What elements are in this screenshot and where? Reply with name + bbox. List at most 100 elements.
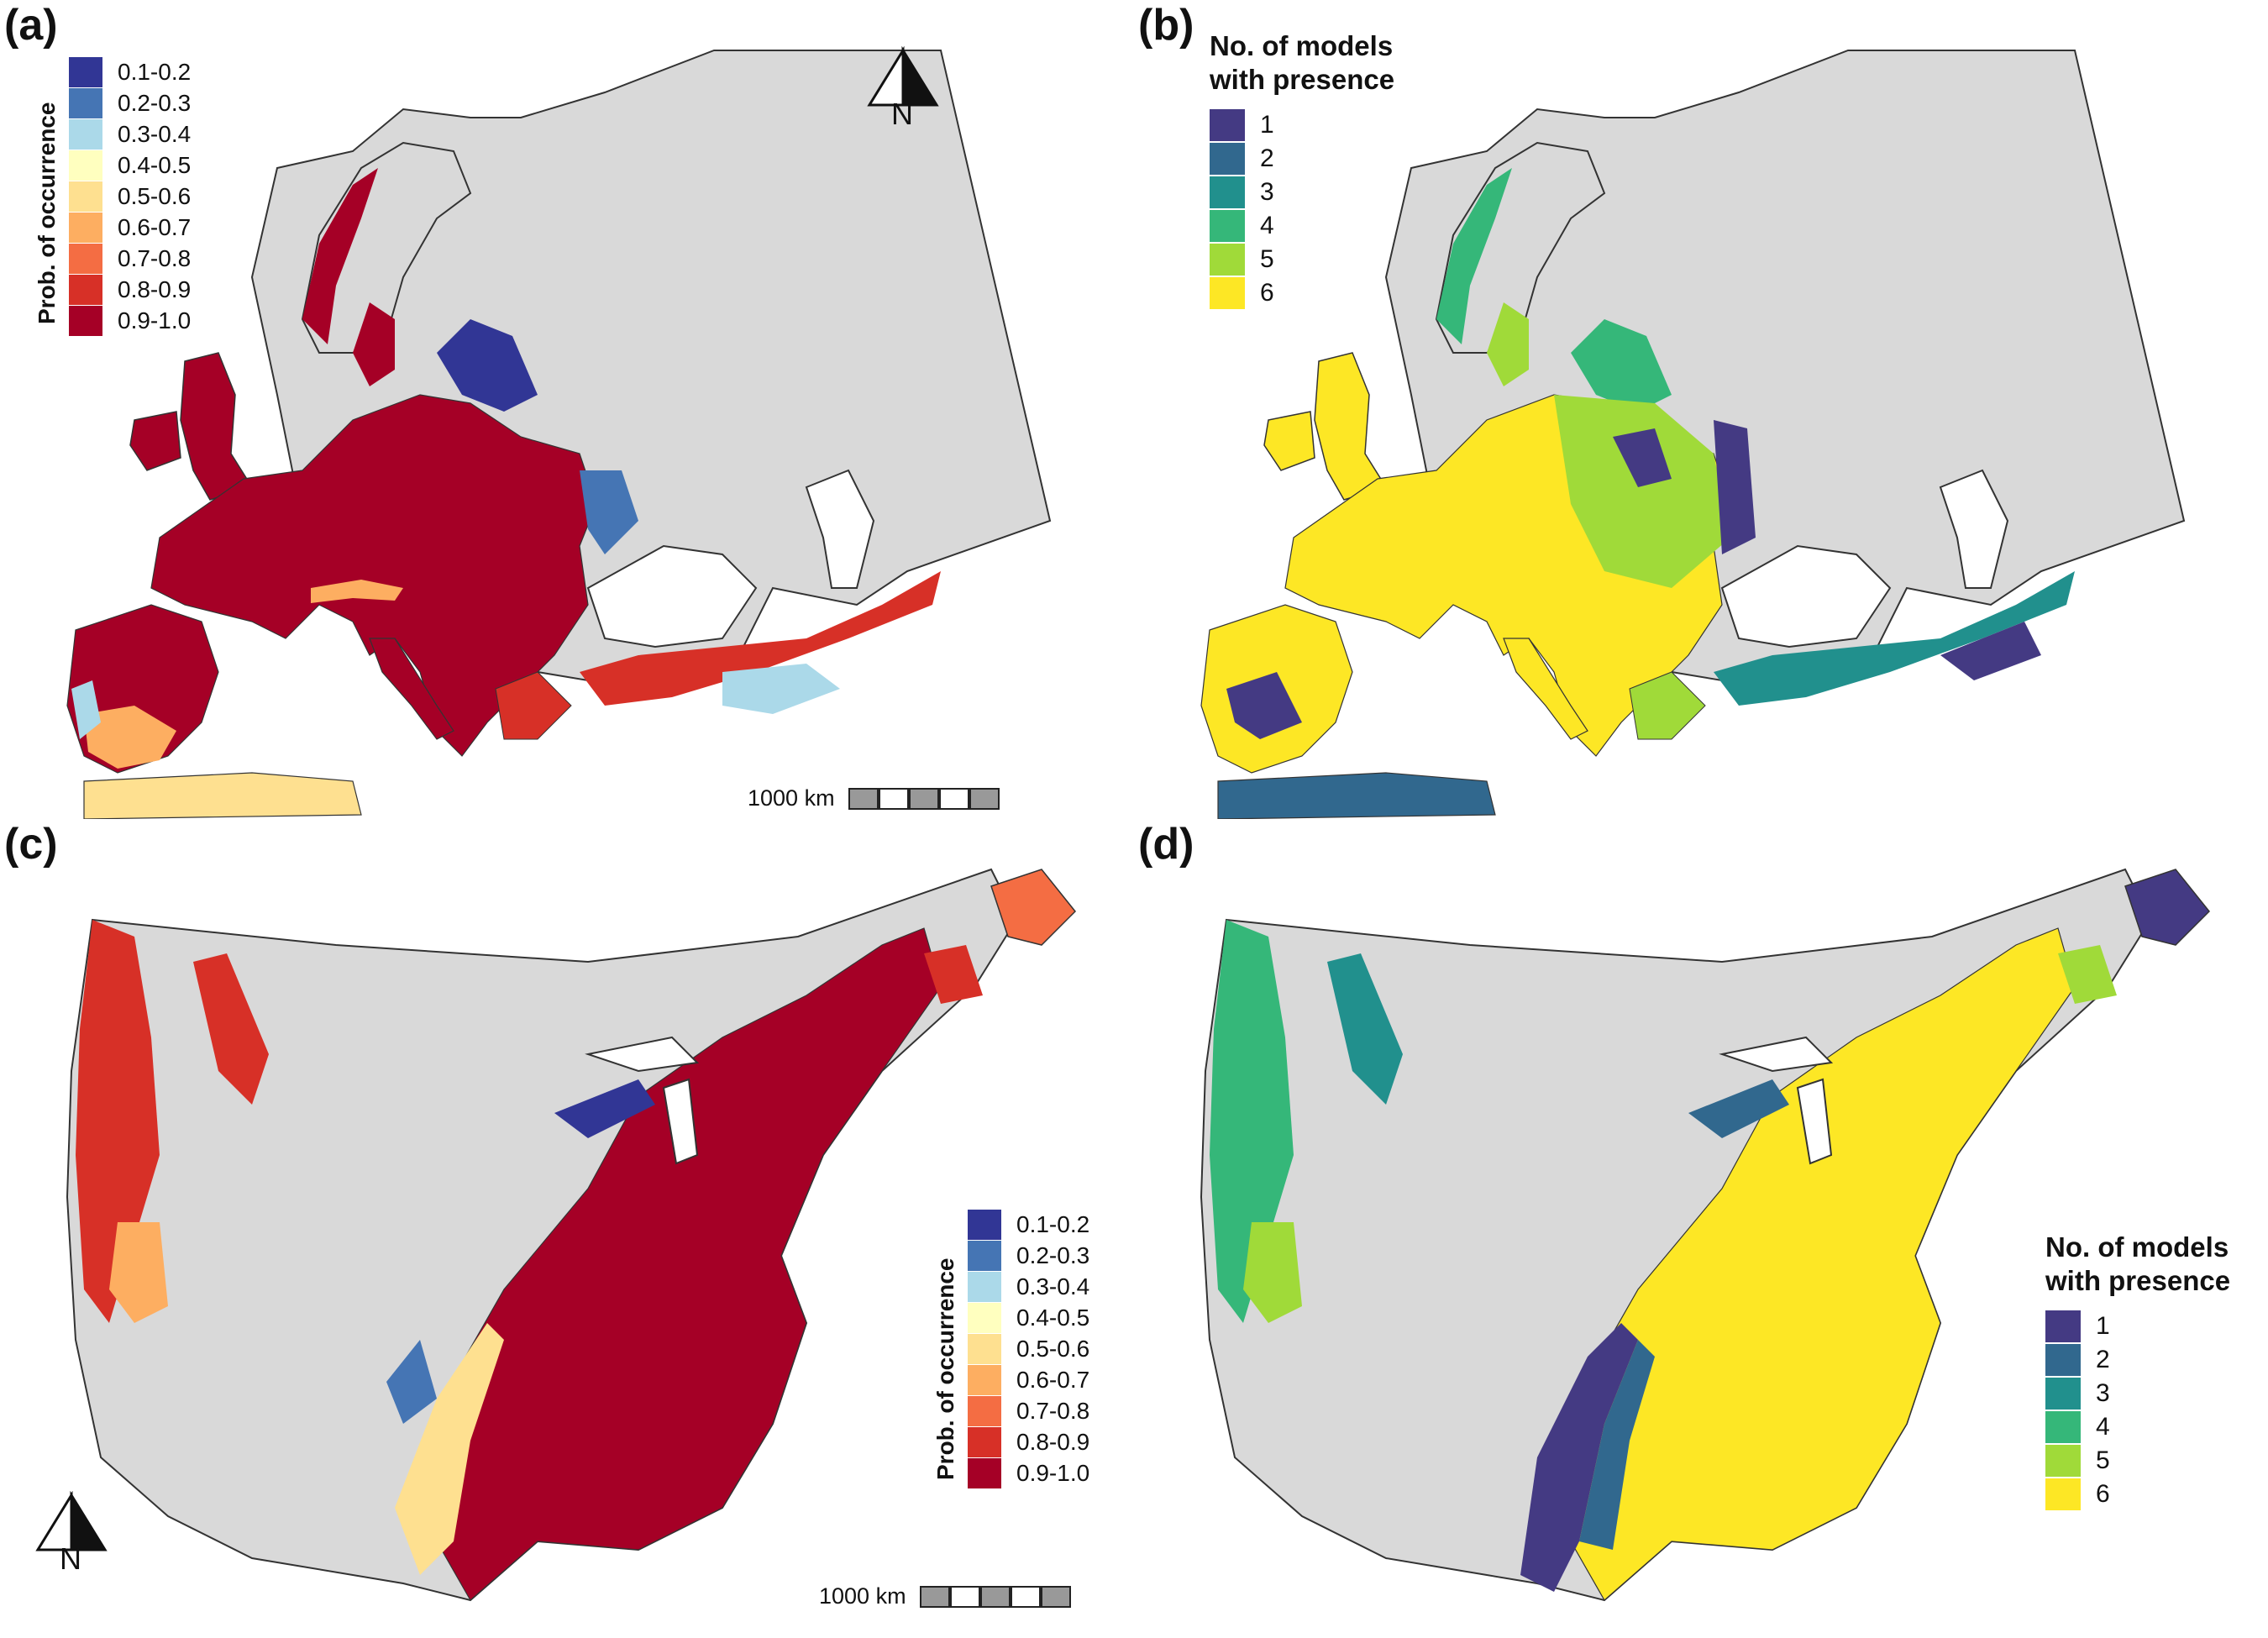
legend-label: 6 bbox=[1260, 279, 1274, 307]
legend-label: 0.7-0.8 bbox=[1016, 1398, 1090, 1424]
panel-c-label: (c) bbox=[4, 820, 58, 869]
newfoundland-mixed-prob bbox=[990, 869, 1077, 946]
legend-swatch bbox=[2045, 1378, 2081, 1410]
legend-label: 0.3-0.4 bbox=[1016, 1273, 1090, 1299]
panel-b-label: (b) bbox=[1138, 1, 1194, 50]
greece-agreement bbox=[1629, 671, 1706, 740]
legend-swatch bbox=[968, 1396, 1001, 1426]
north-america-models-map bbox=[1200, 868, 2211, 1602]
california-mid-prob bbox=[109, 1222, 168, 1323]
legend-label: 0.7-0.8 bbox=[118, 245, 192, 271]
finland-agreement bbox=[1571, 319, 1672, 412]
models-legend-title-line2: with presence bbox=[2045, 1265, 2231, 1296]
scale-segment bbox=[908, 787, 939, 810]
legend-label: 0.1-0.2 bbox=[118, 59, 192, 85]
iberia-mid-prob bbox=[84, 706, 176, 769]
legend-swatch bbox=[968, 1458, 1001, 1488]
panel-b-europe-models: (b) No. of models with presence 1 2 3 4 5 6 bbox=[1134, 0, 2268, 819]
legend-label: 0.8-0.9 bbox=[1016, 1429, 1090, 1455]
legend-swatch bbox=[69, 306, 102, 336]
plains-edge-mid-agreement bbox=[1579, 1340, 1655, 1550]
legend-swatch bbox=[968, 1210, 1001, 1240]
california-agreement bbox=[1243, 1222, 1302, 1323]
legend-label: 0.3-0.4 bbox=[118, 121, 192, 147]
east-europe-agreement bbox=[1554, 395, 1730, 588]
plains-transition-mid-prob bbox=[395, 1323, 504, 1575]
legend-swatch bbox=[69, 244, 102, 274]
legend-label: 6 bbox=[2096, 1480, 2110, 1508]
legend-label: 0.5-0.6 bbox=[118, 183, 192, 209]
panel-a-label: (a) bbox=[4, 1, 58, 50]
panel-d-label: (d) bbox=[1138, 820, 1194, 869]
panel-d-north-america-models: (d) No. of models with presence 1 2 3 4 5 6 bbox=[1134, 819, 2268, 1638]
legend-label: 0.4-0.5 bbox=[118, 152, 192, 178]
legend-swatch bbox=[1210, 176, 1245, 208]
scale-segment bbox=[919, 1585, 950, 1608]
legend-label: 4 bbox=[2096, 1413, 2110, 1441]
great-lakes-agreement bbox=[1688, 1079, 1789, 1138]
rockies-high-prob bbox=[193, 953, 269, 1105]
great-britain-high-prob bbox=[180, 352, 254, 501]
scale-segment bbox=[1010, 1585, 1041, 1608]
greece-mixed-prob bbox=[495, 671, 572, 740]
scale-segment bbox=[848, 787, 879, 810]
caucasus-agreement bbox=[1940, 622, 2041, 680]
black-sea bbox=[1720, 544, 1892, 648]
newfoundland-agreement bbox=[2124, 869, 2211, 946]
legend-label: 2 bbox=[2096, 1346, 2110, 1373]
legend-swatch bbox=[2045, 1478, 2081, 1510]
north-label: N bbox=[60, 1541, 81, 1576]
north-arrow-icon bbox=[867, 45, 939, 107]
continental-europe-high-prob bbox=[150, 394, 597, 757]
caspian-sea bbox=[805, 469, 875, 589]
legend-label: 0.1-0.2 bbox=[1016, 1211, 1090, 1237]
alps-mid-prob bbox=[311, 580, 403, 603]
scale-segment bbox=[969, 787, 1000, 810]
legend-label: 3 bbox=[2096, 1379, 2110, 1407]
ireland-high-prob bbox=[129, 411, 181, 471]
norway-agreement bbox=[1436, 168, 1512, 344]
legend-swatch bbox=[1210, 277, 1245, 309]
iberia-low-agreement bbox=[1226, 672, 1302, 739]
legend-swatch bbox=[968, 1365, 1001, 1395]
scandinavia-land bbox=[301, 141, 472, 354]
probability-legend-title: Prob. of occurrence bbox=[932, 1257, 958, 1480]
plains-low-prob bbox=[386, 1340, 437, 1424]
legend-swatch bbox=[69, 275, 102, 305]
models-legend-title-line2: with presence bbox=[1210, 64, 1395, 95]
legend-label: 0.5-0.6 bbox=[1016, 1336, 1090, 1362]
iberia-low-prob bbox=[71, 680, 101, 739]
scale-segment bbox=[949, 1585, 980, 1608]
plains-edge-low-agreement bbox=[1520, 1323, 1638, 1592]
legend-swatch bbox=[968, 1303, 1001, 1333]
scale-segment bbox=[938, 787, 969, 810]
scale-segment bbox=[1040, 1585, 1071, 1608]
scale-bar-c: 1000 km bbox=[819, 1583, 1071, 1609]
europe-models-map bbox=[1200, 50, 2186, 819]
east-fringe-low-agreement bbox=[1714, 420, 1756, 554]
legend-swatch bbox=[968, 1427, 1001, 1457]
finland-low-prob bbox=[437, 319, 538, 412]
legend-swatch bbox=[1210, 109, 1245, 141]
north-arrow-icon bbox=[35, 1490, 108, 1551]
north-arrow-a: N bbox=[861, 45, 945, 134]
great-britain-agreement bbox=[1314, 352, 1388, 501]
lake-superior bbox=[1719, 1036, 1834, 1073]
maritimes-high-prob bbox=[924, 945, 983, 1004]
panel-a-europe-probability: (a) Prob. of occurrence 0.1-0.2 0.2-0.3 0.… bbox=[0, 0, 1134, 819]
legend-swatch bbox=[69, 119, 102, 150]
east-europe-low-prob bbox=[580, 470, 638, 554]
north-africa-agreement bbox=[1217, 772, 1496, 819]
legend-swatch bbox=[69, 181, 102, 212]
legend-swatch bbox=[2045, 1310, 2081, 1342]
legend-swatch bbox=[1210, 143, 1245, 175]
models-legend-title-line1: No. of models bbox=[2045, 1231, 2229, 1263]
north-label: N bbox=[891, 97, 913, 131]
poland-low-agreement bbox=[1613, 428, 1672, 487]
eastern-us-agreement bbox=[1570, 927, 2076, 1601]
legend-swatch bbox=[69, 150, 102, 181]
italy-high-prob bbox=[369, 638, 454, 740]
europe-probability-map bbox=[66, 50, 1052, 819]
legend-swatch bbox=[2045, 1445, 2081, 1477]
legend-swatch bbox=[968, 1241, 1001, 1271]
